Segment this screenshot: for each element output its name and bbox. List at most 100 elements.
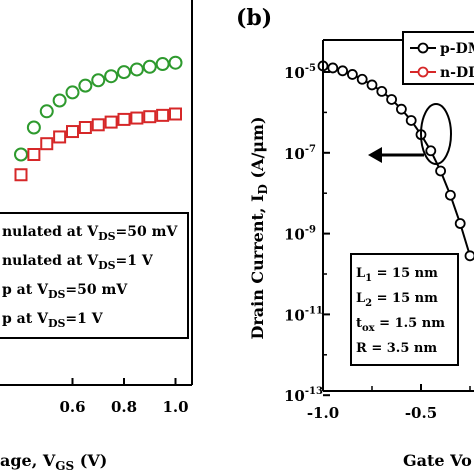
tick-exponent: -11	[305, 305, 323, 316]
parameter-subscript: 1	[365, 273, 372, 284]
panel-a-square-marker	[117, 112, 131, 126]
panel-a-legend-entry: nulated at VDS=50 mV	[2, 224, 178, 243]
legend-subscript: DS	[98, 230, 116, 243]
panel-b-ylabel-unit: (A/μm)	[248, 116, 267, 184]
legend-text: nulated at V	[2, 253, 99, 269]
legend-subscript: DS	[48, 288, 66, 301]
panel-b-data-point	[454, 218, 466, 229]
panel-a-circle-marker	[65, 85, 80, 100]
panel-b-legend-label: p-DM	[440, 41, 474, 57]
panel-a-xlabel: age, V	[0, 451, 56, 470]
panel-a-x-ticks: 0.6 0.8 1.0	[59, 378, 189, 416]
parameter-value: = 15 nm	[372, 291, 438, 306]
panel-a-circle-marker	[117, 65, 131, 80]
panel-a-legend-entry: p at VDS=1 V	[2, 311, 104, 330]
panel-a-x-axis-title: age, VGS (V)	[0, 451, 107, 473]
parameter-value: = 3.5 nm	[367, 341, 438, 356]
panel-a-x-tick-label: 1.0	[162, 398, 188, 416]
tick-base: 10	[284, 306, 305, 324]
panel-a-square-marker	[169, 107, 182, 121]
parameter-list: L1 = 15 nm L2 = 15 nm tox = 1.5 nm R = 3.5 …	[356, 266, 445, 356]
panel-b-data-point	[327, 62, 339, 74]
legend-subscript: DS	[98, 259, 116, 272]
panel-b-x-tick-label: -1.0	[307, 404, 339, 422]
legend-value: =50 mV	[116, 224, 179, 240]
legend-text: nulated at V	[2, 224, 99, 240]
panel-a-circle-marker	[168, 55, 183, 70]
legend-text: p at V	[2, 282, 49, 298]
parameter-entry: L1 = 15 nm	[356, 266, 438, 284]
panel-b-y-tick-label: 10-11	[284, 305, 323, 324]
tick-base: 10	[284, 145, 305, 163]
panel-a-circle-marker	[155, 57, 170, 72]
tick-base: 10	[284, 64, 305, 82]
panel-b-ylabel-sub: D	[256, 184, 270, 194]
panel-a-circle-marker	[142, 59, 157, 74]
panel-b-legend-marker	[417, 66, 429, 78]
panel-a-square-marker	[104, 115, 118, 129]
panel-a-xlabel-sub: GS	[55, 459, 74, 473]
panel-a-circle-marker	[129, 62, 144, 77]
panel-a-circle-marker	[52, 93, 67, 108]
annotation-arrow-head	[368, 147, 382, 163]
panel-b-data-point	[395, 103, 407, 115]
panel-a-square-marker	[27, 148, 41, 161]
legend-text: p at V	[2, 311, 49, 327]
parameter-name: R	[356, 341, 367, 356]
panel-b-x-ticks: -1.0 -0.5	[307, 384, 471, 422]
panel-b-curve	[317, 60, 474, 262]
panel-b-data-point	[444, 189, 456, 201]
panel-b-data-point	[405, 115, 417, 126]
tick-exponent: -9	[305, 225, 316, 236]
legend-subscript: DS	[48, 317, 66, 330]
panel-a-square-marker	[91, 118, 105, 132]
panel-b-data-point	[356, 73, 368, 85]
panel-b-x-axis-title: Gate Vo	[403, 451, 472, 470]
panel-a-square-marker	[40, 137, 54, 151]
parameter-value: = 15 nm	[372, 266, 438, 281]
panel-a-x-tick-label: 0.8	[111, 398, 137, 416]
panel-b-y-tick-label: 10-5	[284, 63, 316, 82]
panel-a-square-marker	[14, 168, 28, 182]
panel-a-markers	[14, 55, 183, 182]
panel-b-data-point	[425, 145, 437, 157]
panel-a-legend-entry: p at VDS=50 mV	[2, 282, 128, 301]
parameter-box	[350, 253, 459, 366]
parameter-entry: R = 3.5 nm	[356, 341, 437, 356]
panel-b-data-point	[366, 79, 378, 91]
panel-a-legend-box	[0, 212, 189, 339]
panel-a-square-marker	[66, 125, 79, 139]
panel-a-square-marker	[130, 111, 144, 125]
panel-a-xlabel-unit: (V)	[74, 451, 107, 470]
parameter-name: L	[356, 291, 365, 306]
parameter-subscript: ox	[362, 323, 376, 334]
panel-b-series-line	[322, 64, 471, 257]
panel-b-legend-label: n-DI	[440, 65, 474, 81]
parameter-subscript: 2	[365, 298, 372, 309]
panel-b-y-tick-label: 10-7	[284, 144, 316, 163]
panel-a-circle-marker	[78, 78, 93, 93]
panel-b-y-tick-label: 10-13	[284, 386, 323, 405]
panel-b-legend-marker	[417, 42, 429, 54]
panel-b-data-point	[346, 69, 358, 80]
panel-a-circle-marker	[26, 120, 41, 135]
tick-base: 10	[284, 387, 305, 405]
panel-a-circle-marker	[14, 147, 28, 162]
parameter-name: t	[356, 316, 362, 331]
panel-b-label: (b)	[236, 5, 272, 31]
tick-exponent: -7	[305, 144, 316, 155]
panel-b-ylabel: Drain Current, I	[248, 195, 267, 340]
panel-a-circle-marker	[91, 73, 106, 88]
legend-value: =1 V	[116, 253, 154, 269]
tick-exponent: -5	[305, 63, 316, 74]
panel-b-data-point	[386, 94, 398, 105]
parameter-entry: tox = 1.5 nm	[356, 316, 445, 334]
panel-b-legend: p-DM n-DI	[410, 41, 474, 81]
panel-a-square-marker	[156, 108, 170, 122]
panel-b-data-point	[435, 165, 447, 177]
panel-a-legend-entry: nulated at VDS=1 V	[2, 253, 154, 272]
